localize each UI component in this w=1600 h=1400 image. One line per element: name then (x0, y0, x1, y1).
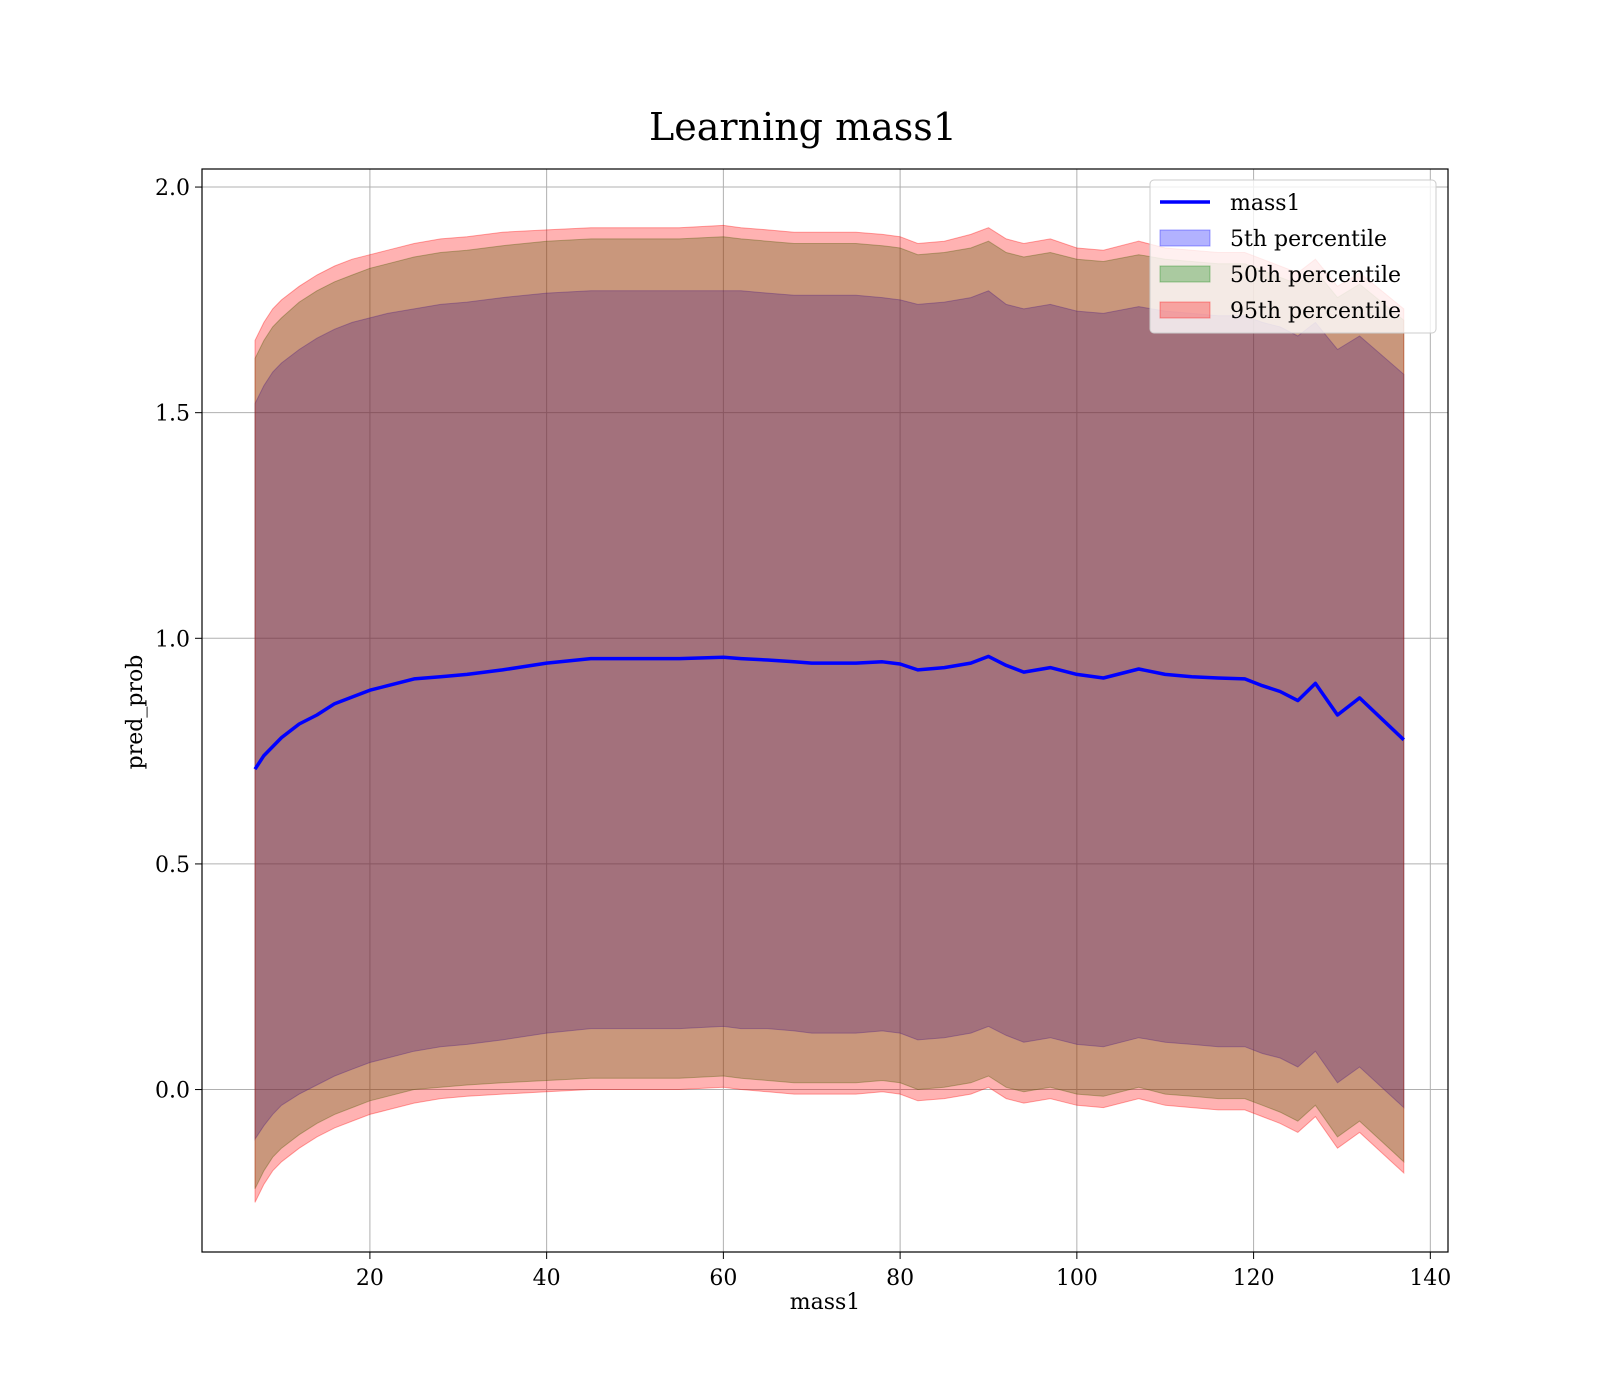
bands (254, 224, 1405, 1203)
chart-title: Learning mass1 (649, 105, 957, 149)
x-axis-ticks: 20 40 60 80 100 120 140 (356, 1252, 1451, 1291)
y-axis-ticks: 0.0 0.5 1.0 1.5 2.0 (155, 176, 202, 1104)
legend-label: mass1 (1230, 191, 1301, 216)
y-tick-label: 1.5 (155, 402, 190, 427)
x-axis-label: mass1 (790, 1290, 861, 1315)
legend-swatch (1159, 265, 1211, 283)
legend-box (1149, 179, 1437, 334)
legend-swatch (1159, 301, 1211, 319)
y-tick-label: 1.0 (155, 627, 190, 652)
legend-label: 50th percentile (1230, 263, 1401, 288)
y-tick-label: 0.0 (155, 1079, 190, 1104)
x-tick-label: 120 (1233, 1266, 1275, 1291)
x-tick-label: 100 (1056, 1266, 1098, 1291)
y-axis-label: pred_prob (123, 655, 148, 770)
x-tick-label: 40 (533, 1266, 561, 1291)
x-tick-label: 60 (709, 1266, 737, 1291)
band-5th-percentile (254, 290, 1405, 1141)
lines (253, 654, 1406, 771)
legend-swatch (1159, 229, 1211, 247)
band-95th-percentile (254, 224, 1405, 1203)
series-line-mass1 (253, 654, 1406, 771)
legend: mass1 5th percentile 50th percentile 95th p… (1149, 179, 1437, 334)
plot-frame (201, 168, 1449, 1253)
y-tick-label: 2.0 (155, 176, 190, 201)
x-tick-label: 140 (1409, 1266, 1451, 1291)
legend-label: 95th percentile (1230, 299, 1401, 324)
y-tick-label: 0.5 (155, 853, 190, 878)
x-tick-label: 80 (886, 1266, 914, 1291)
grid (202, 169, 1448, 1252)
legend-label: 5th percentile (1230, 227, 1387, 252)
x-tick-label: 20 (356, 1266, 384, 1291)
band-50th-percentile (254, 236, 1405, 1190)
